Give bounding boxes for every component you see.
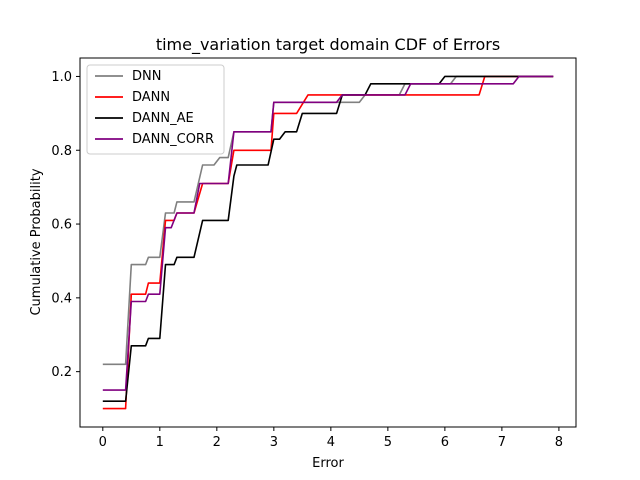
legend-label-dann-ae: DANN_AE: [132, 111, 194, 126]
series-line-dann-corr: [102, 75, 554, 391]
x-tick-label: 7: [498, 435, 506, 450]
x-tick-label: 8: [555, 435, 563, 450]
plot-lines: [102, 75, 554, 410]
legend: DNN DANN DANN_AE DANN_CORR: [86, 64, 225, 155]
x-axis-title: Error: [312, 456, 344, 471]
y-axis-title: Cumulative Probability: [29, 168, 44, 315]
y-tick-label: 1.0: [51, 70, 72, 85]
y-tick-label: 0.4: [51, 291, 72, 306]
legend-label-dann-corr: DANN_CORR: [132, 132, 214, 147]
x-tick-label: 0: [99, 435, 107, 450]
y-tick-label: 0.8: [51, 144, 72, 159]
x-tick-label: 5: [384, 435, 392, 450]
x-tick-label: 1: [156, 435, 164, 450]
legend-label-dann: DANN: [132, 90, 170, 105]
y-tick-label: 0.6: [51, 218, 72, 233]
x-tick-label: 2: [213, 435, 221, 450]
x-tick-label: 4: [327, 435, 335, 450]
axis-ticks: 0 1 2 3 4 5 6 7 8 0.2 0.4 0.6 0.8 1.0: [51, 70, 563, 450]
legend-label-dnn: DNN: [132, 69, 161, 84]
plot-frame: [79, 57, 577, 428]
x-tick-label: 6: [441, 435, 449, 450]
legend-frame: [86, 64, 225, 155]
chart-title: time_variation target domain CDF of Erro…: [156, 35, 500, 55]
y-tick-label: 0.2: [51, 365, 72, 380]
x-tick-label: 3: [270, 435, 278, 450]
